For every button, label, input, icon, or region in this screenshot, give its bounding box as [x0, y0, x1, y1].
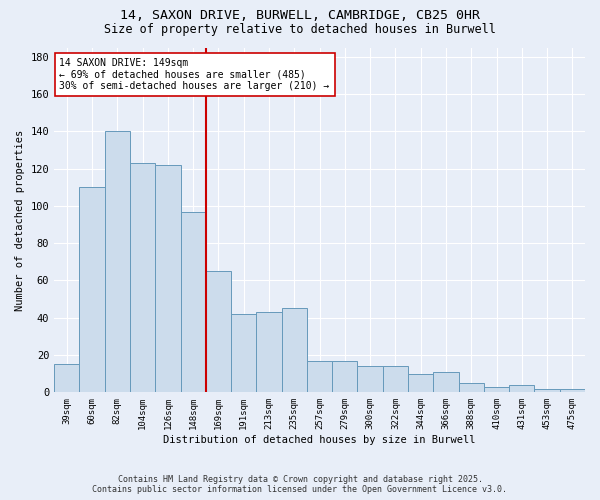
Bar: [281, 308, 307, 392]
Y-axis label: Number of detached properties: Number of detached properties: [15, 130, 25, 310]
Bar: [155, 165, 181, 392]
Text: Contains HM Land Registry data © Crown copyright and database right 2025.
Contai: Contains HM Land Registry data © Crown c…: [92, 474, 508, 494]
Bar: [408, 374, 433, 392]
Text: 14, SAXON DRIVE, BURWELL, CAMBRIDGE, CB25 0HR: 14, SAXON DRIVE, BURWELL, CAMBRIDGE, CB2…: [120, 9, 480, 22]
Bar: [130, 163, 155, 392]
Bar: [79, 188, 105, 392]
Bar: [181, 212, 206, 392]
Bar: [433, 372, 458, 392]
Bar: [105, 132, 130, 392]
Bar: [231, 314, 256, 392]
Bar: [535, 388, 560, 392]
Bar: [256, 312, 281, 392]
X-axis label: Distribution of detached houses by size in Burwell: Distribution of detached houses by size …: [163, 435, 476, 445]
Text: Size of property relative to detached houses in Burwell: Size of property relative to detached ho…: [104, 22, 496, 36]
Bar: [458, 383, 484, 392]
Bar: [54, 364, 79, 392]
Bar: [358, 366, 383, 392]
Bar: [509, 385, 535, 392]
Text: 14 SAXON DRIVE: 149sqm
← 69% of detached houses are smaller (485)
30% of semi-de: 14 SAXON DRIVE: 149sqm ← 69% of detached…: [59, 58, 330, 91]
Bar: [383, 366, 408, 392]
Bar: [560, 388, 585, 392]
Bar: [206, 271, 231, 392]
Bar: [307, 360, 332, 392]
Bar: [332, 360, 358, 392]
Bar: [484, 386, 509, 392]
